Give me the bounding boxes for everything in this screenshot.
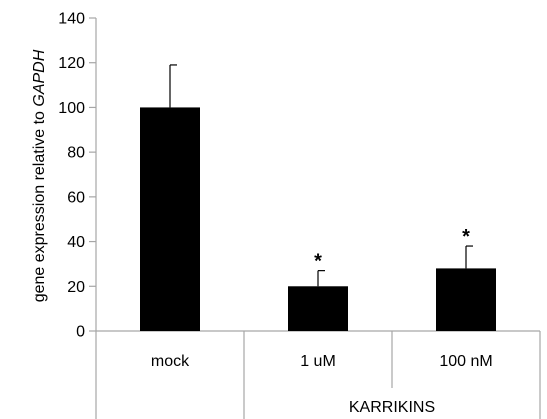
bar-mock [140,107,200,331]
y-tick-label: 120 [58,55,85,72]
bar-100-nm [436,268,496,331]
y-tick-label: 0 [76,324,85,341]
y-tick-label: 140 [58,11,85,28]
significance-star: * [462,226,470,248]
bar-1-um [288,286,348,331]
y-tick-label: 100 [58,100,85,117]
y-axis-title-gene: GAPDH [31,49,48,106]
error-bars [169,64,473,287]
y-tick-label: 80 [67,145,85,162]
x-group-label: KARRIKINS [349,399,435,416]
y-tick-label: 40 [67,234,85,251]
y-axis-title-prefix: gene expression relative to [31,107,48,303]
significance-star: * [314,251,322,273]
y-tick-labels: 0 20 40 60 80 100 120 140 [58,11,85,341]
x-category-label: 100 nM [439,353,492,370]
x-category-label: mock [151,353,190,370]
y-tick-label: 20 [67,279,85,296]
x-category-labels: mock 1 uM 100 nM KARRIKINS [151,353,493,416]
y-axis-title: gene expression relative to GAPDH [31,49,48,302]
bars [140,107,496,331]
y-tick-label: 60 [67,189,85,206]
x-category-label: 1 uM [300,353,336,370]
significance-annotations: ** [314,226,470,273]
